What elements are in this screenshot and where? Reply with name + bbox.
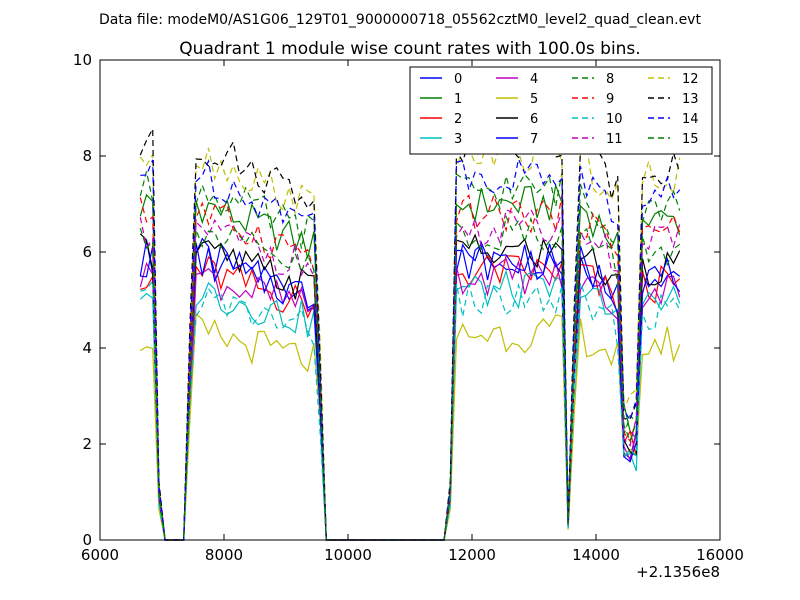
legend-label: 8 bbox=[606, 72, 614, 87]
legend-label: 14 bbox=[682, 112, 699, 127]
legend-label: 0 bbox=[454, 72, 462, 87]
legend-label: 3 bbox=[454, 132, 462, 147]
legend-label: 10 bbox=[606, 112, 623, 127]
series-line-15 bbox=[139, 214, 681, 541]
legend-box bbox=[409, 66, 713, 155]
y-tick-label: 8 bbox=[82, 147, 92, 165]
series-line-10 bbox=[140, 279, 681, 541]
legend-label: 15 bbox=[682, 132, 699, 147]
series-line-9 bbox=[139, 193, 681, 541]
legend-label: 9 bbox=[606, 92, 614, 107]
x-tick-label: 10000 bbox=[324, 546, 372, 564]
legend-label: 2 bbox=[454, 112, 462, 127]
series-line-8 bbox=[139, 171, 681, 541]
legend-label: 12 bbox=[682, 72, 699, 87]
legend-label: 4 bbox=[530, 72, 538, 87]
legend-label: 5 bbox=[530, 92, 538, 107]
series-line-13 bbox=[139, 126, 681, 541]
legend-label: 11 bbox=[606, 132, 623, 147]
series-line-6 bbox=[139, 233, 681, 541]
y-tick-label: 6 bbox=[82, 243, 92, 261]
series-line-11 bbox=[139, 208, 681, 541]
y-tick-label: 10 bbox=[73, 51, 92, 69]
x-offset-label: +2.1356e8 bbox=[636, 563, 720, 581]
series-line-1 bbox=[139, 182, 681, 541]
series-layer bbox=[139, 126, 681, 541]
legend-label: 1 bbox=[454, 92, 462, 107]
y-tick-label: 2 bbox=[82, 435, 92, 453]
x-tick-label: 12000 bbox=[448, 546, 496, 564]
chart-title: Quadrant 1 module wise count rates with … bbox=[179, 39, 640, 59]
series-line-14 bbox=[140, 157, 681, 541]
x-tick-label: 14000 bbox=[572, 546, 620, 564]
legend-label: 7 bbox=[530, 132, 538, 147]
x-tick-label: 8000 bbox=[205, 546, 243, 564]
y-tick-label: 0 bbox=[82, 531, 92, 549]
x-tick-label: 16000 bbox=[696, 546, 744, 564]
series-line-5 bbox=[139, 312, 681, 541]
y-tick-label: 4 bbox=[82, 339, 92, 357]
series-line-12 bbox=[139, 134, 681, 541]
plot-frame bbox=[99, 59, 721, 541]
series-line-3 bbox=[139, 269, 681, 541]
x-tick-label: 6000 bbox=[81, 546, 119, 564]
figure-suptitle: Data file: modeM0/AS1G06_129T01_90000007… bbox=[99, 12, 701, 28]
legend-label: 13 bbox=[682, 92, 699, 107]
legend-label: 6 bbox=[530, 112, 538, 127]
series-line-4 bbox=[139, 257, 681, 541]
